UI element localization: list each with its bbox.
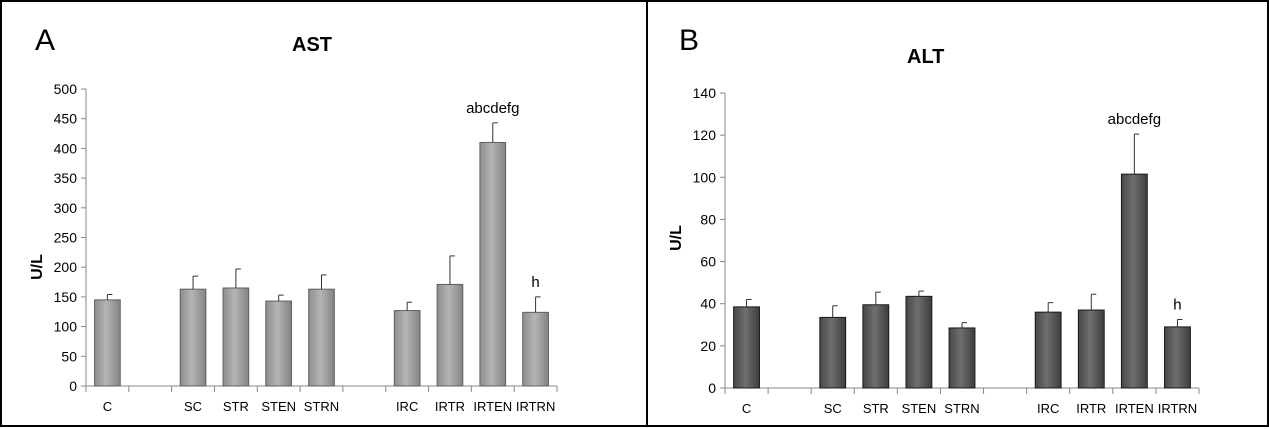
bar	[265, 300, 293, 387]
y-tick-label: 50	[61, 348, 77, 364]
bar	[1120, 173, 1148, 389]
chart-title: ALT	[907, 46, 945, 68]
significance-label: h	[531, 274, 539, 291]
y-tick-label: 200	[54, 259, 78, 275]
chart-svg: 0 20 40 60 80 100 120 140 U/L C SC STR STEN STRN IRC IR…	[668, 85, 1200, 416]
y-tick-label: 450	[54, 111, 78, 127]
y-tick-label: 40	[700, 296, 716, 312]
chart-title: AST	[292, 34, 332, 56]
x-tick-label: IRTR	[435, 399, 465, 414]
y-axis-label: U/L	[668, 225, 685, 251]
bar	[179, 288, 207, 387]
y-tick-label: 120	[693, 127, 717, 143]
x-tick-label: IRTRN	[1158, 401, 1197, 416]
bar	[94, 299, 121, 387]
x-tick-label: C	[742, 401, 751, 416]
bar	[948, 327, 976, 389]
significance-label: abcdefg	[466, 100, 519, 117]
x-tick-label: STR	[863, 401, 889, 416]
y-tick-label: 150	[54, 289, 78, 305]
x-tick-label: IRTEN	[1115, 401, 1154, 416]
bar	[733, 306, 760, 389]
x-tick-label: IRTR	[1076, 401, 1106, 416]
bar	[479, 141, 507, 387]
bar	[819, 316, 847, 389]
y-tick-label: 100	[693, 169, 717, 185]
bar	[393, 310, 421, 387]
bar	[522, 311, 549, 387]
y-tick-label: 80	[700, 211, 716, 227]
bar	[1164, 326, 1191, 389]
x-tick-label: STEN	[902, 401, 937, 416]
significance-label: abcdefg	[1108, 111, 1161, 128]
y-tick-label: 60	[700, 254, 716, 270]
panel-label: B	[679, 24, 700, 57]
bar	[1034, 311, 1062, 389]
panel-label: A	[35, 24, 56, 57]
bar	[1077, 309, 1105, 389]
bar	[222, 287, 250, 387]
x-tick-label: IRC	[1037, 401, 1059, 416]
x-tick-label: SC	[824, 401, 842, 416]
y-tick-label: 350	[54, 170, 78, 186]
y-tick-label: 250	[54, 230, 78, 246]
y-axis-label: U/L	[29, 254, 46, 280]
y-tick-label: 0	[69, 378, 77, 394]
significance-label: h	[1173, 297, 1181, 314]
x-tick-label: IRTRN	[516, 399, 555, 414]
y-tick-label: 140	[693, 85, 717, 101]
x-tick-label: SC	[184, 399, 202, 414]
x-tick-label: STRN	[944, 401, 979, 416]
x-tick-label: STRN	[304, 399, 339, 414]
y-tick-label: 500	[54, 81, 78, 97]
x-tick-label: IRTEN	[473, 399, 512, 414]
bar	[308, 288, 335, 387]
x-tick-label: C	[103, 399, 112, 414]
x-tick-label: STR	[223, 399, 249, 414]
x-tick-label: STEN	[261, 399, 296, 414]
y-tick-label: 20	[700, 338, 716, 354]
chart-panel-alt: B ALT 0 20 40 60 80 100 120 140 U/L C SC STR STEN STR…	[646, 0, 1269, 427]
y-tick-label: 400	[54, 140, 78, 156]
chart-panel-ast: A AST 0 50 100 150 200 250 300 350 400 450 500 U/L C…	[0, 0, 646, 427]
bar	[436, 283, 464, 387]
x-tick-label: IRC	[396, 399, 418, 414]
chart-svg: 0 50 100 150 200 250 300 350 400 450 500 U/L C SC STR S…	[29, 81, 558, 414]
y-tick-label: 0	[708, 380, 716, 396]
bar	[862, 304, 890, 389]
y-tick-label: 100	[54, 319, 78, 335]
bar	[905, 295, 933, 389]
y-tick-label: 300	[54, 200, 78, 216]
